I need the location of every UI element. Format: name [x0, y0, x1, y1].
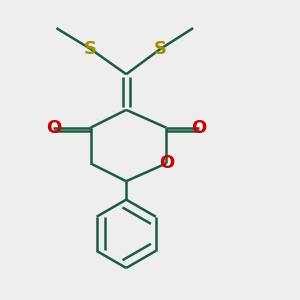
Text: O: O — [159, 154, 174, 172]
Text: S: S — [84, 40, 97, 58]
Text: S: S — [154, 40, 167, 58]
Text: O: O — [46, 119, 61, 137]
Text: O: O — [191, 119, 207, 137]
